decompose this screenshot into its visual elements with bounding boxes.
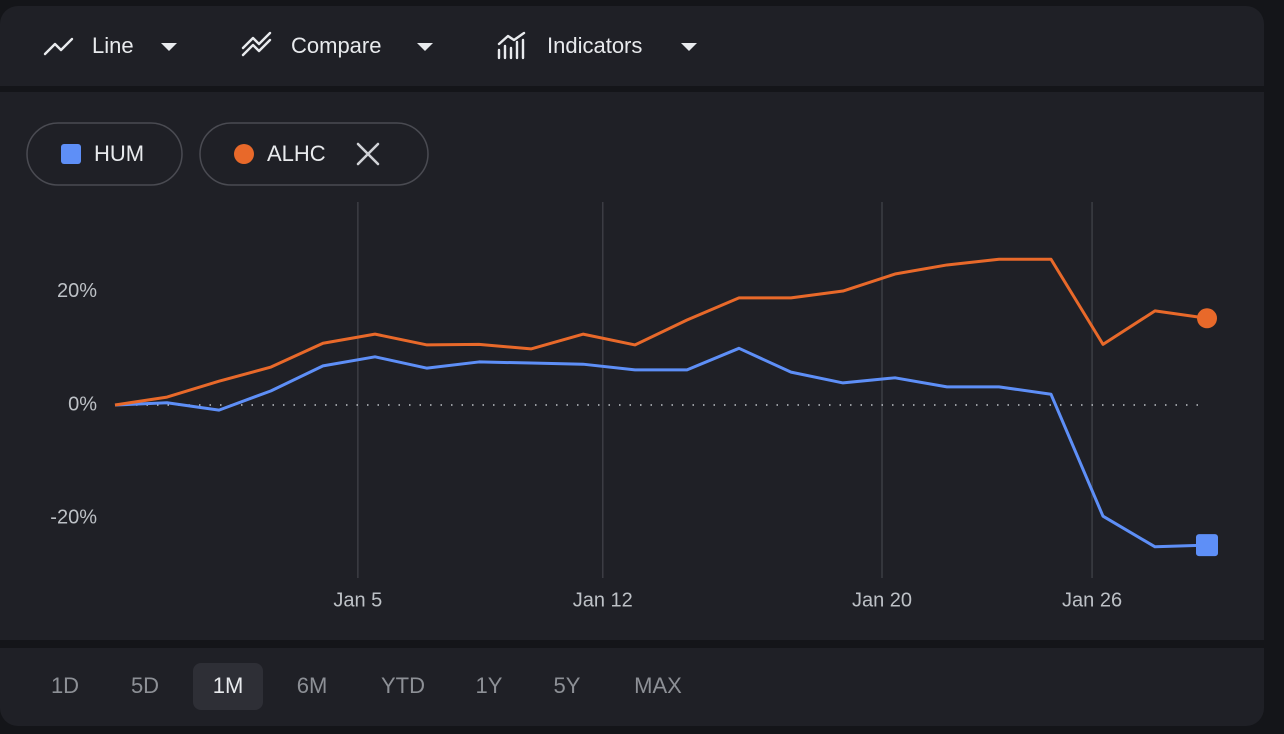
x-tick-label: Jan 12 (573, 589, 633, 611)
legend-chip[interactable] (199, 122, 429, 186)
y-tick-label: -20% (50, 507, 97, 529)
x-tick-label: Jan 5 (333, 589, 382, 611)
end-marker (1196, 534, 1218, 557)
legend-chip[interactable] (26, 122, 183, 186)
x-tick-label: Jan 20 (852, 589, 912, 611)
series-line (114, 346, 1208, 549)
toolbar-button[interactable]: Line (92, 33, 134, 58)
y-tick-label: 20% (57, 280, 97, 302)
range-button[interactable]: 1M (213, 673, 244, 698)
dropdown-arrow[interactable] (681, 43, 697, 51)
toolbar-button[interactable]: Compare (291, 33, 381, 58)
series-line (114, 257, 1208, 407)
legend-swatch (234, 144, 254, 164)
legend-swatch (61, 144, 81, 164)
range-button[interactable]: YTD (381, 673, 425, 698)
range-button[interactable]: 5Y (554, 673, 581, 698)
toolbar-panel (0, 6, 1264, 86)
range-button[interactable]: 1Y (476, 673, 503, 698)
legend-label: ALHC (267, 141, 326, 166)
x-tick-label: Jan 26 (1062, 589, 1122, 611)
line-icon (43, 37, 74, 56)
chart-panel (0, 92, 1264, 640)
dropdown-arrow[interactable] (417, 43, 433, 51)
dropdown-arrow[interactable] (161, 43, 177, 51)
compare-icon (241, 31, 272, 57)
toolbar-icons (43, 31, 526, 60)
y-tick-label: 0% (68, 393, 97, 415)
remove-button[interactable] (356, 142, 380, 166)
range-button[interactable]: MAX (634, 673, 682, 698)
toolbar-button[interactable]: Indicators (547, 33, 642, 58)
end-marker (1197, 308, 1217, 329)
indicators-icon (497, 31, 526, 60)
range-button[interactable]: 6M (297, 673, 328, 698)
dropdown-arrows (161, 43, 697, 51)
range-button[interactable]: 5D (131, 673, 159, 698)
range-button[interactable]: 1D (51, 673, 79, 698)
range-selected-bg (193, 663, 263, 710)
legend-label: HUM (94, 141, 144, 166)
